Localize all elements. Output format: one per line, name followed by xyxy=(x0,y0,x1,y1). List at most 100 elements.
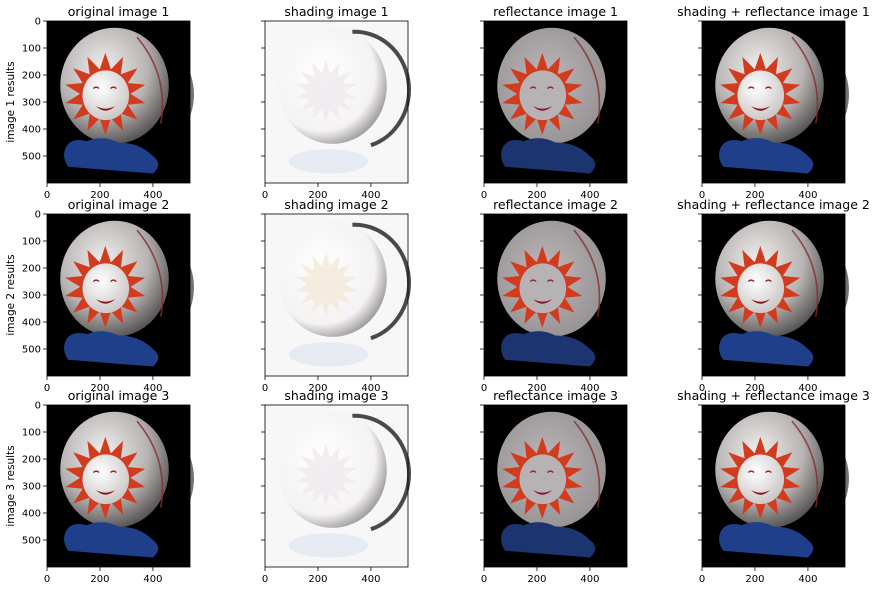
x-tick-label: 200 xyxy=(527,190,546,201)
sun-ghost xyxy=(294,252,357,316)
panel-combined-3: shading + reflectance image 3 0 200 400 xyxy=(677,388,870,585)
y-tick-label: 400 xyxy=(22,509,41,520)
mouth xyxy=(532,106,553,111)
x-tick-label: 0 xyxy=(262,383,268,394)
x-tick-label: 400 xyxy=(580,574,599,585)
right-eye xyxy=(110,470,117,474)
sun-face xyxy=(519,70,567,121)
y-tick-label: 200 xyxy=(22,71,41,82)
y-tick-label: 400 xyxy=(22,125,41,136)
sun-face xyxy=(519,454,567,505)
x-tick-label: 0 xyxy=(699,190,705,201)
panel-title: shading + reflectance image 3 xyxy=(677,388,870,403)
y-tick-label: 200 xyxy=(22,264,41,275)
panel-shading-2: shading image 2 0 200 400 xyxy=(261,197,412,394)
mouth xyxy=(532,490,553,495)
clouds xyxy=(719,138,814,174)
clouds xyxy=(501,331,596,367)
panel-reflectance-3: reflectance image 3 0 200 400 xyxy=(480,388,628,585)
x-tick-label: 200 xyxy=(90,190,109,201)
y-tick-label: 300 xyxy=(22,98,41,109)
x-tick-label: 0 xyxy=(44,383,50,394)
left-eye xyxy=(529,279,537,283)
y-tick-label: 100 xyxy=(22,237,41,248)
x-tick-label: 200 xyxy=(745,574,764,585)
right-eye xyxy=(765,86,772,90)
right-eye xyxy=(110,279,117,283)
x-tick-label: 200 xyxy=(308,383,327,394)
x-tick-label: 400 xyxy=(580,383,599,394)
panel-title: original image 2 xyxy=(68,197,170,212)
stripe-arc xyxy=(791,229,819,317)
panel-title: shading + reflectance image 1 xyxy=(677,4,870,19)
panel-reflectance-1: reflectance image 1 0 200 400 xyxy=(480,4,628,201)
clouds xyxy=(64,138,159,174)
x-tick-label: 200 xyxy=(527,574,546,585)
panel-title: shading image 3 xyxy=(284,388,388,403)
mouth xyxy=(95,106,116,111)
stripe-arc xyxy=(573,420,601,508)
x-tick-label: 200 xyxy=(90,574,109,585)
right-eye xyxy=(547,279,554,283)
y-tick-label: 500 xyxy=(22,152,41,163)
sun-face xyxy=(519,263,567,314)
clouds xyxy=(719,331,814,367)
sun-ghost xyxy=(294,443,357,507)
panel-title: reflectance image 2 xyxy=(493,197,618,212)
x-tick-label: 200 xyxy=(745,190,764,201)
x-tick-label: 0 xyxy=(481,574,487,585)
left-eye xyxy=(92,279,100,283)
sun-face xyxy=(737,454,785,505)
cloud-ghost xyxy=(288,533,369,558)
panel-shading-3: shading image 3 0 200 400 xyxy=(261,388,412,585)
y-tick-label: 300 xyxy=(22,291,41,302)
stripe-arc xyxy=(136,420,164,508)
stripe-arc xyxy=(791,36,819,124)
left-eye xyxy=(529,470,537,474)
x-tick-label: 0 xyxy=(262,574,268,585)
cloud-ghost xyxy=(288,342,369,367)
x-tick-label: 200 xyxy=(745,383,764,394)
row-label: image 1 results xyxy=(5,61,17,142)
x-tick-label: 0 xyxy=(262,190,268,201)
right-eye xyxy=(110,86,117,90)
mouth xyxy=(750,106,771,111)
stripe-arc xyxy=(791,420,819,508)
y-tick-label: 500 xyxy=(22,536,41,547)
x-tick-label: 200 xyxy=(308,574,327,585)
x-tick-label: 400 xyxy=(798,190,817,201)
mouth xyxy=(750,299,771,304)
sun-face xyxy=(737,263,785,314)
clouds xyxy=(64,331,159,367)
y-tick-label: 0 xyxy=(35,17,41,28)
panel-original-2: original image 2 0 200 400 0 100 200 300 400 500 xyxy=(22,197,194,394)
y-tick-label: 100 xyxy=(22,44,41,55)
panel-title: original image 3 xyxy=(68,388,170,403)
left-eye xyxy=(747,279,755,283)
x-tick-label: 400 xyxy=(143,574,162,585)
x-tick-label: 0 xyxy=(699,383,705,394)
x-tick-label: 0 xyxy=(44,574,50,585)
mouth xyxy=(95,299,116,304)
right-eye xyxy=(765,279,772,283)
right-eye xyxy=(547,86,554,90)
row-label: image 3 results xyxy=(5,445,17,526)
sun-ghost xyxy=(294,59,357,123)
right-eye xyxy=(765,470,772,474)
y-tick-label: 400 xyxy=(22,318,41,329)
y-tick-label: 300 xyxy=(22,482,41,493)
stripe-arc xyxy=(136,229,164,317)
panel-title: shading image 1 xyxy=(284,4,388,19)
panel-combined-2: shading + reflectance image 2 0 200 400 xyxy=(677,197,870,394)
stripe-arc xyxy=(136,36,164,124)
x-tick-label: 400 xyxy=(361,190,380,201)
x-tick-label: 400 xyxy=(361,383,380,394)
left-eye xyxy=(747,86,755,90)
left-eye xyxy=(92,470,100,474)
panel-title: reflectance image 3 xyxy=(493,388,618,403)
left-eye xyxy=(747,470,755,474)
x-tick-label: 200 xyxy=(527,383,546,394)
stripe-arc xyxy=(573,229,601,317)
mouth xyxy=(750,490,771,495)
panel-shading-1: shading image 1 0 200 400 xyxy=(261,4,412,201)
